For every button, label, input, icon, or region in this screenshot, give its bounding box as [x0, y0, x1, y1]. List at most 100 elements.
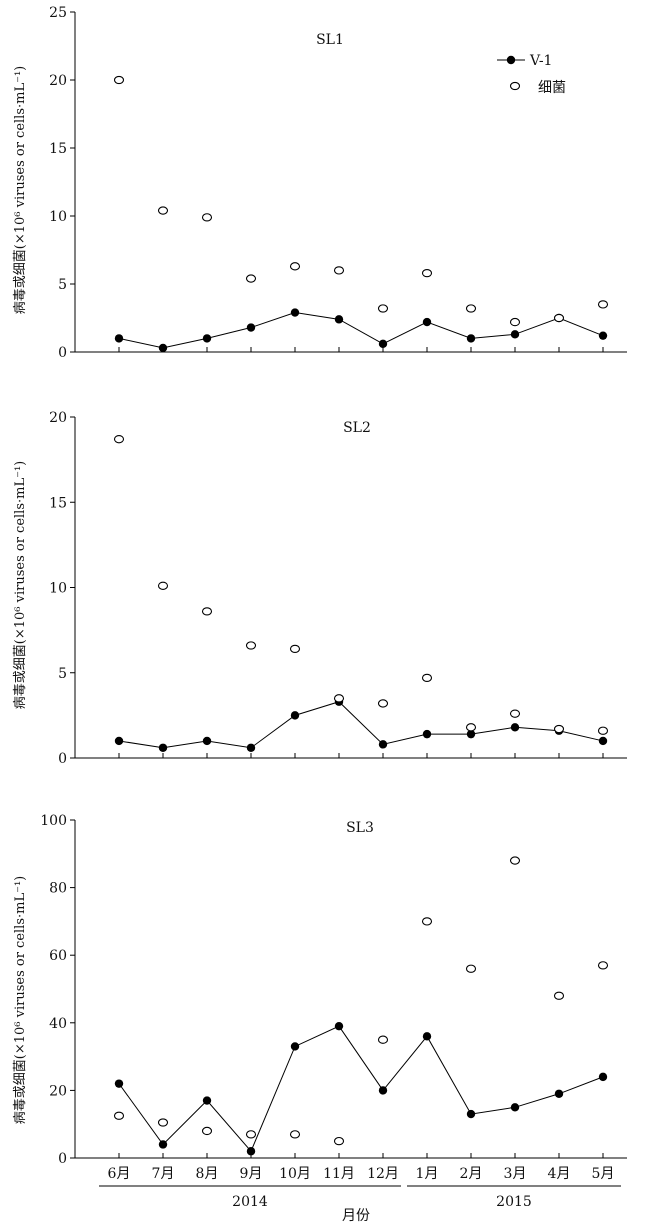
- point-bacteria: [465, 723, 477, 732]
- point-bacteria: [333, 266, 345, 275]
- point-bacteria: [289, 1130, 301, 1139]
- y-tick-label: 5: [58, 277, 67, 293]
- y-tick-label: 60: [49, 948, 67, 964]
- point-bacteria: [597, 961, 609, 970]
- point-v1: [422, 1032, 432, 1041]
- point-bacteria: [289, 262, 301, 271]
- point-bacteria: [421, 917, 433, 926]
- point-v1: [334, 1021, 344, 1031]
- x-tick-label: 9月: [240, 1166, 263, 1182]
- point-v1: [114, 1079, 124, 1088]
- panel-title: SL1: [316, 32, 344, 48]
- panel-2: 0 5 10 15 20 SL2 病毒或细菌(×10⁶ viruses or cells·m…: [13, 410, 627, 767]
- point-v1: [290, 711, 300, 720]
- point-bacteria: [421, 268, 433, 278]
- y-tick-label: 25: [49, 5, 67, 21]
- x-tick-label: 3月: [504, 1166, 527, 1182]
- point-v1: [114, 736, 124, 746]
- point-bacteria: [465, 304, 477, 313]
- legend: V-1 细菌: [497, 53, 566, 96]
- point-v1: [114, 334, 124, 343]
- y-axis-label: 病毒或细菌(×10⁶ viruses or cells·mL⁻¹): [13, 876, 28, 1124]
- point-bacteria: [509, 317, 521, 327]
- point-v1: [510, 1103, 520, 1112]
- x-tick-label: 5月: [592, 1166, 615, 1182]
- series-line-v1: [118, 312, 604, 349]
- point-v1: [202, 334, 212, 343]
- point-v1: [158, 343, 168, 353]
- point-bacteria: [553, 724, 565, 734]
- point-bacteria: [201, 607, 213, 616]
- x-tick-label: 1月: [416, 1166, 439, 1182]
- x-tick-label: 6月: [108, 1166, 131, 1182]
- point-bacteria: [509, 856, 521, 865]
- panel-3: 0 20 40 60 80 100 SL3 病毒或细菌(×10⁶ viruses or cel…: [13, 813, 627, 1224]
- point-v1: [378, 1086, 388, 1095]
- series-line-v1: [118, 701, 604, 749]
- panel-title: SL3: [346, 820, 374, 836]
- point-bacteria: [245, 641, 257, 650]
- point-bacteria: [377, 699, 389, 708]
- point-bacteria: [289, 644, 301, 654]
- x-tick-label: 10月: [279, 1166, 311, 1182]
- point-bacteria: [333, 1136, 345, 1146]
- y-tick-label: 0: [58, 751, 67, 767]
- y-tick-label: 0: [58, 1151, 67, 1167]
- y-tick-label: 100: [40, 813, 67, 829]
- point-v1: [510, 330, 520, 339]
- point-bacteria: [377, 304, 389, 313]
- point-v1: [466, 1109, 476, 1119]
- y-tick-label: 5: [58, 666, 67, 682]
- point-v1: [422, 729, 432, 739]
- point-v1: [598, 331, 608, 340]
- point-v1: [202, 1096, 212, 1105]
- panel-title: SL2: [343, 420, 371, 436]
- year-group-label: 2014: [232, 1194, 268, 1210]
- point-v1: [510, 723, 520, 732]
- point-v1: [158, 1140, 168, 1149]
- y-axis-label: 病毒或细菌(×10⁶ viruses or cells·mL⁻¹): [13, 461, 28, 709]
- point-v1: [246, 743, 256, 752]
- point-bacteria: [113, 75, 125, 85]
- point-v1: [422, 317, 432, 327]
- point-v1: [246, 1147, 256, 1156]
- point-bacteria: [245, 1130, 257, 1139]
- point-bacteria: [113, 435, 125, 444]
- point-bacteria: [553, 991, 565, 1000]
- point-bacteria: [333, 694, 345, 703]
- point-v1: [290, 308, 300, 317]
- point-v1: [598, 736, 608, 746]
- point-bacteria: [597, 726, 609, 735]
- legend-label-bacteria: 细菌: [538, 80, 566, 96]
- x-tick-label: 12月: [367, 1166, 399, 1182]
- legend-label-v1: V-1: [529, 53, 552, 69]
- series-line-v1: [118, 1025, 604, 1153]
- point-v1: [466, 334, 476, 343]
- legend-marker-bacteria: [509, 81, 521, 91]
- y-tick-label: 20: [49, 73, 67, 89]
- point-bacteria: [157, 1118, 169, 1127]
- x-tick-label: 11月: [323, 1166, 355, 1182]
- y-tick-label: 40: [49, 1016, 67, 1032]
- panel-1: 0 5 10 15 20 25 SL1 病毒或细菌(×10⁶ viruses or cells…: [13, 5, 627, 361]
- point-v1: [378, 740, 388, 749]
- point-bacteria: [509, 709, 521, 718]
- y-tick-label: 80: [49, 881, 67, 897]
- x-tick-label: 2月: [460, 1166, 483, 1182]
- y-tick-label: 15: [49, 141, 67, 157]
- point-bacteria: [597, 300, 609, 309]
- point-v1: [158, 743, 168, 752]
- point-bacteria: [421, 673, 433, 683]
- y-tick-label: 20: [49, 410, 67, 426]
- legend-marker-v1: [506, 55, 516, 65]
- point-bacteria: [553, 313, 565, 323]
- point-bacteria: [157, 581, 169, 590]
- point-v1: [334, 315, 344, 324]
- x-tick-label: 4月: [548, 1166, 571, 1182]
- point-v1: [290, 1042, 300, 1051]
- point-v1: [378, 339, 388, 349]
- y-tick-label: 20: [49, 1083, 67, 1099]
- point-v1: [598, 1072, 608, 1082]
- point-bacteria: [113, 1111, 125, 1120]
